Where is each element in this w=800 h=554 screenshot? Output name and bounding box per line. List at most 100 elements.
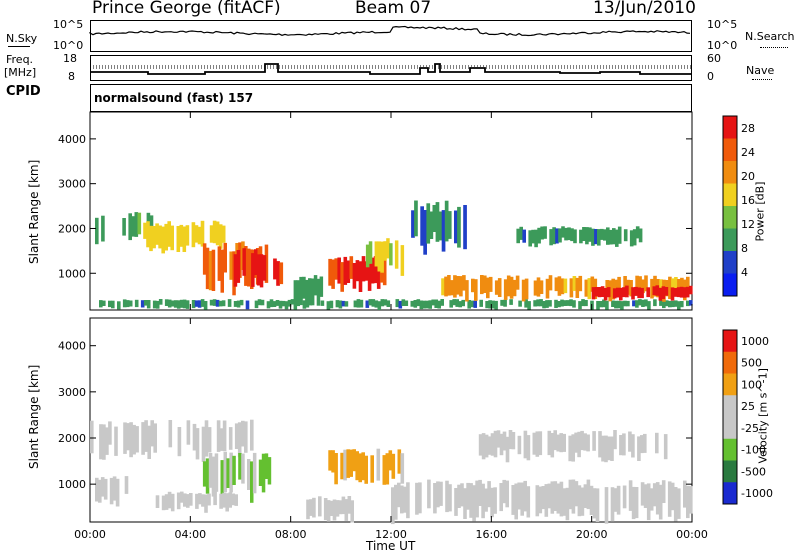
heatmap-cell-band-8 [473, 300, 477, 308]
heatmap-cell-band-6 [580, 487, 585, 516]
heatmap-cell-band-9 [494, 280, 499, 295]
heatmap-cell-band-8 [458, 301, 462, 308]
y-tick-label: 2000 [58, 222, 86, 235]
heatmap-cell-band-3 [124, 476, 129, 494]
heatmap-cell-band-8 [329, 300, 334, 309]
heatmap-cell-band-2 [223, 242, 227, 273]
heatmap-cell-band-10 [655, 285, 660, 296]
heatmap-cell-band-9 [515, 275, 520, 290]
heatmap-cell-band-6 [391, 487, 395, 525]
heatmap-cell-band-3 [251, 253, 255, 287]
heatmap-cell-band-1 [221, 225, 226, 243]
colorbar-swatch [723, 116, 737, 139]
heatmap-cell-band-10 [652, 286, 657, 296]
heatmap-cell-band-6 [373, 256, 378, 284]
heatmap-cell-band-8 [638, 299, 642, 306]
heatmap-cell-band-1 [202, 461, 207, 487]
heatmap-cell-band-9 [587, 278, 592, 300]
heatmap-cell-band-8 [584, 300, 588, 307]
heatmap-cell-band-6 [547, 483, 552, 509]
heatmap-cell-band-6 [346, 260, 351, 283]
heatmap-cell-band-6 [355, 260, 360, 282]
heatmap-cell-band-7 [619, 435, 623, 456]
heatmap-cell-band-8 [581, 299, 585, 307]
heatmap-cell-band-2 [201, 494, 205, 507]
heatmap-cell-band-6 [415, 482, 419, 515]
heatmap-cell-band-3 [259, 254, 264, 288]
x-tick-label: 12:00 [375, 528, 407, 541]
nave-label: Nave [746, 64, 775, 77]
heatmap-cell-band-9 [497, 278, 502, 297]
heatmap-cell-band-7 [571, 434, 575, 462]
heatmap-cell-band-12 [609, 229, 613, 245]
heatmap-cell-band-2 [176, 492, 181, 510]
heatmap-cell-band-6 [328, 258, 332, 286]
heatmap-cell-band-7 [622, 433, 626, 456]
heatmap-cell-band-5 [350, 500, 354, 523]
heatmap-cell-band-8 [686, 300, 690, 307]
heatmap-cell-band-6 [565, 487, 570, 521]
colorbar-tick-label: 20 [741, 170, 755, 183]
heatmap-cell-band-7 [655, 432, 659, 454]
heatmap-cell-band-8 [194, 300, 199, 307]
heatmap-cell-band-5 [305, 279, 309, 302]
heatmap-cell-band-12 [588, 227, 592, 242]
heatmap-cell-band-0 [201, 426, 206, 462]
heatmap-cell-band-9 [668, 276, 672, 299]
heatmap-cell-band-4 [370, 455, 374, 483]
heatmap-cell-band-6 [433, 483, 437, 514]
heatmap-cell-band-2 [213, 491, 217, 506]
velocity-y-axis-label: Slant Range [km] [27, 364, 41, 469]
heatmap-cell-band-5 [335, 500, 340, 517]
heatmap-cell-band-1 [241, 453, 245, 484]
heatmap-cell-band-8 [197, 300, 202, 308]
heatmap-cell-band-1 [170, 225, 174, 251]
colorbar-tick-label: 4 [741, 266, 748, 279]
heatmap-cell-band-12 [555, 228, 559, 244]
x-axis-label: Time UT [366, 539, 416, 553]
heatmap-cell-band-8 [557, 301, 561, 308]
heatmap-cell-band-0 [123, 422, 127, 454]
heatmap-cell-band-12 [522, 229, 526, 243]
heatmap-cell-band-10 [676, 287, 681, 298]
heatmap-cell-band-5 [306, 499, 310, 520]
colorbar-swatch [723, 373, 737, 396]
heatmap-cell-band-12 [516, 228, 520, 244]
heatmap-cell-band-7 [511, 432, 516, 450]
heatmap-cell-band-9 [548, 275, 553, 291]
heatmap-cell-band-5 [302, 276, 306, 299]
heatmap-cell-band-5 [299, 276, 303, 306]
heatmap-cell-band-8 [500, 299, 504, 306]
heatmap-cell-band-6 [352, 263, 357, 289]
colorbar-tick-label: 100 [741, 378, 762, 391]
heatmap-cell-band-9 [554, 277, 559, 292]
heatmap-cell-band-10 [689, 285, 693, 295]
heatmap-cell-band-8 [377, 301, 382, 310]
heatmap-cell-band-9 [453, 275, 457, 298]
heatmap-cell-band-9 [474, 279, 478, 301]
heatmap-cell-band-0 [105, 427, 109, 455]
heatmap-cell-band-7 [553, 430, 557, 451]
heatmap-cell-band-8 [677, 301, 681, 310]
heatmap-cell-band-8 [611, 300, 615, 307]
heatmap-cell-band-8 [578, 301, 582, 310]
heatmap-cell-band-5 [309, 499, 313, 516]
heatmap-cell-band-9 [512, 279, 517, 297]
heatmap-cell-band-8 [689, 300, 693, 306]
heatmap-cell-band-1 [146, 221, 150, 248]
heatmap-cell-band-9 [569, 278, 574, 298]
heatmap-cell-band-8 [158, 299, 163, 305]
heatmap-cell-band-0 [128, 213, 132, 241]
heatmap-cell-band-9 [635, 275, 639, 295]
heatmap-cell-band-7 [637, 436, 641, 461]
heatmap-cell-band-8 [467, 300, 471, 309]
colorbar-frame [722, 329, 738, 505]
heatmap-cell-band-6 [634, 487, 639, 519]
heatmap-cell-band-7 [631, 434, 635, 458]
heatmap-cell-band-8 [563, 300, 567, 306]
heatmap-cell-band-6 [649, 488, 654, 511]
heatmap-cell-band-8 [644, 299, 648, 307]
heatmap-cell-band-1 [264, 453, 269, 479]
colorbar-tick-label: -100 [741, 444, 766, 457]
heatmap-cell-band-10 [612, 288, 617, 299]
